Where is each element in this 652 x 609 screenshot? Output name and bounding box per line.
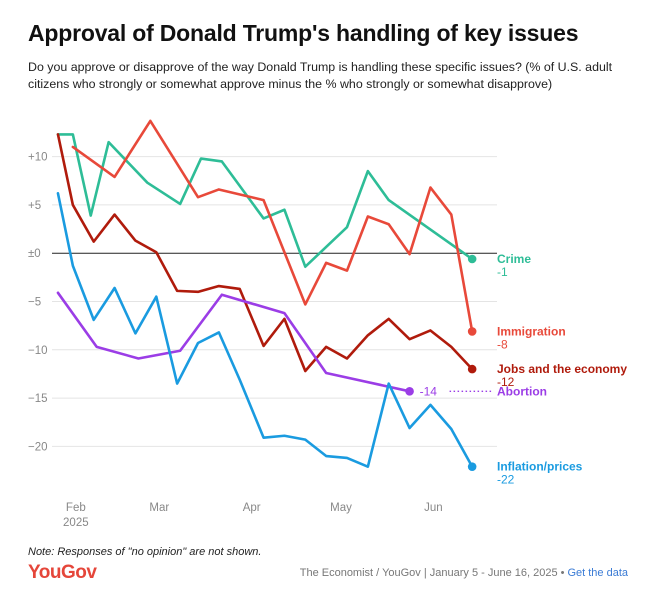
source-text: The Economist / YouGov | January 5 - Jun… [299,567,558,579]
chart-subtitle: Do you approve or disapprove of the way … [28,60,613,91]
abortion-value-label: -14 [420,384,438,398]
y-tick-label: ±0 [28,248,41,260]
y-tick-label: +5 [28,200,41,212]
inflation-prices-end-point [467,462,477,471]
jobs-and-the-economy-name-label: Jobs and the economy [497,362,627,376]
crime-name-label: Crime [497,252,531,266]
jobs-and-the-economy-end-point [467,364,477,374]
y-tick-label: −10 [28,345,48,357]
source-separator: • [560,567,565,579]
x-tick-label: Apr [243,502,261,514]
yougov-logo: YouGov [28,562,97,583]
x-tick-label: Mar [149,502,169,514]
y-axis-ticks: +10 +5 ±0 −5 −10 −15 −20 [28,152,48,454]
x-tick-label: May [330,502,352,514]
get-the-data-link[interactable]: Get the data [567,567,628,579]
source-line: The Economist / YouGov | January 5 - Jun… [300,567,628,579]
immigration-name-label: Immigration [497,324,566,338]
abortion-line [56,291,411,393]
crime-line [56,133,474,269]
inflation-prices-value-label: -22 [497,473,515,487]
crime-value-label: -1 [497,265,508,279]
abortion-name-label: Abortion [497,384,547,398]
chart-note: Note: Responses of "no opinion" are not … [28,546,262,558]
x-axis-ticks: Feb 2025 Mar Apr May Jun [63,502,443,529]
y-tick-label: −15 [28,393,48,405]
inflation-prices-name-label: Inflation/prices [497,460,583,474]
immigration-line [71,119,474,333]
x-tick-label: Feb [66,502,86,514]
series-layer [56,119,493,471]
immigration-value-label: -8 [497,337,508,351]
jobs-and-the-economy-line [56,133,474,373]
x-tick-sublabel: 2025 [63,517,89,529]
y-tick-label: +10 [28,152,48,164]
x-tick-label: Jun [424,502,443,514]
grid-layer [52,156,497,447]
jobs-and-the-economy-value-label: -12 [497,375,515,389]
crime-end-point [467,254,477,264]
abortion-end-point [405,387,414,396]
inflation-prices-line [56,192,474,468]
chart-title: Approval of Donald Trump's handling of k… [28,20,579,46]
immigration-end-point [467,327,477,336]
y-tick-label: −20 [28,441,48,453]
y-tick-label: −5 [28,297,41,309]
series-labels: Crime-1 Immigration-8 Jobs and the economy… [420,252,628,487]
